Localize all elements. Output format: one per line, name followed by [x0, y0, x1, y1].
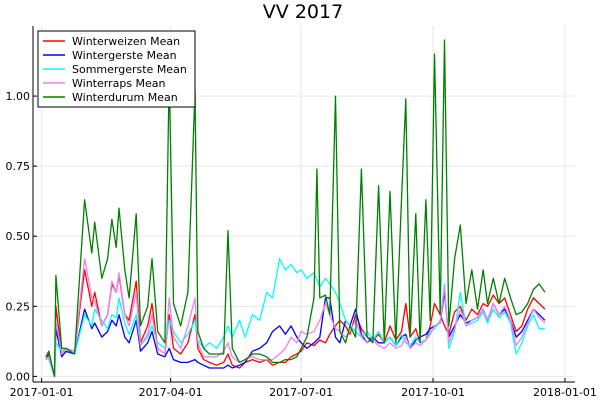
y-tick-label: 0.50	[6, 230, 31, 243]
x-tick-label: 2017-07-01	[269, 386, 333, 399]
chart-title: VV 2017	[263, 1, 343, 23]
legend-label: Wintergerste Mean	[72, 49, 177, 62]
series-line-winterraps-mean	[45, 258, 546, 378]
axes: 2017-01-01 2017-04-01 2017-07-01 2017-10-01…	[6, 26, 597, 399]
y-tick-label: 0.00	[6, 370, 31, 383]
series-line-winterdurum-mean	[45, 39, 546, 378]
y-tick-label: 1.00	[6, 90, 31, 103]
y-tick-label: 0.25	[6, 300, 31, 313]
legend-label: Winterraps Mean	[72, 77, 166, 90]
series-line-wintergerste-mean	[45, 291, 546, 378]
series-lines	[45, 39, 546, 378]
x-tick-label: 2017-04-01	[139, 386, 203, 399]
x-tick-label: 2018-01-01	[533, 386, 597, 399]
y-tick-label: 0.75	[6, 160, 31, 173]
series-line-sommergerste-mean	[45, 258, 545, 378]
x-tick-label: 2017-10-01	[401, 386, 465, 399]
legend-label: Sommergerste Mean	[72, 63, 187, 76]
x-tick-label: 2017-01-01	[10, 386, 74, 399]
legend-box	[37, 30, 196, 108]
legend-label: Winterdurum Mean	[72, 91, 178, 104]
legend-label: Winterweizen Mean	[72, 35, 180, 48]
